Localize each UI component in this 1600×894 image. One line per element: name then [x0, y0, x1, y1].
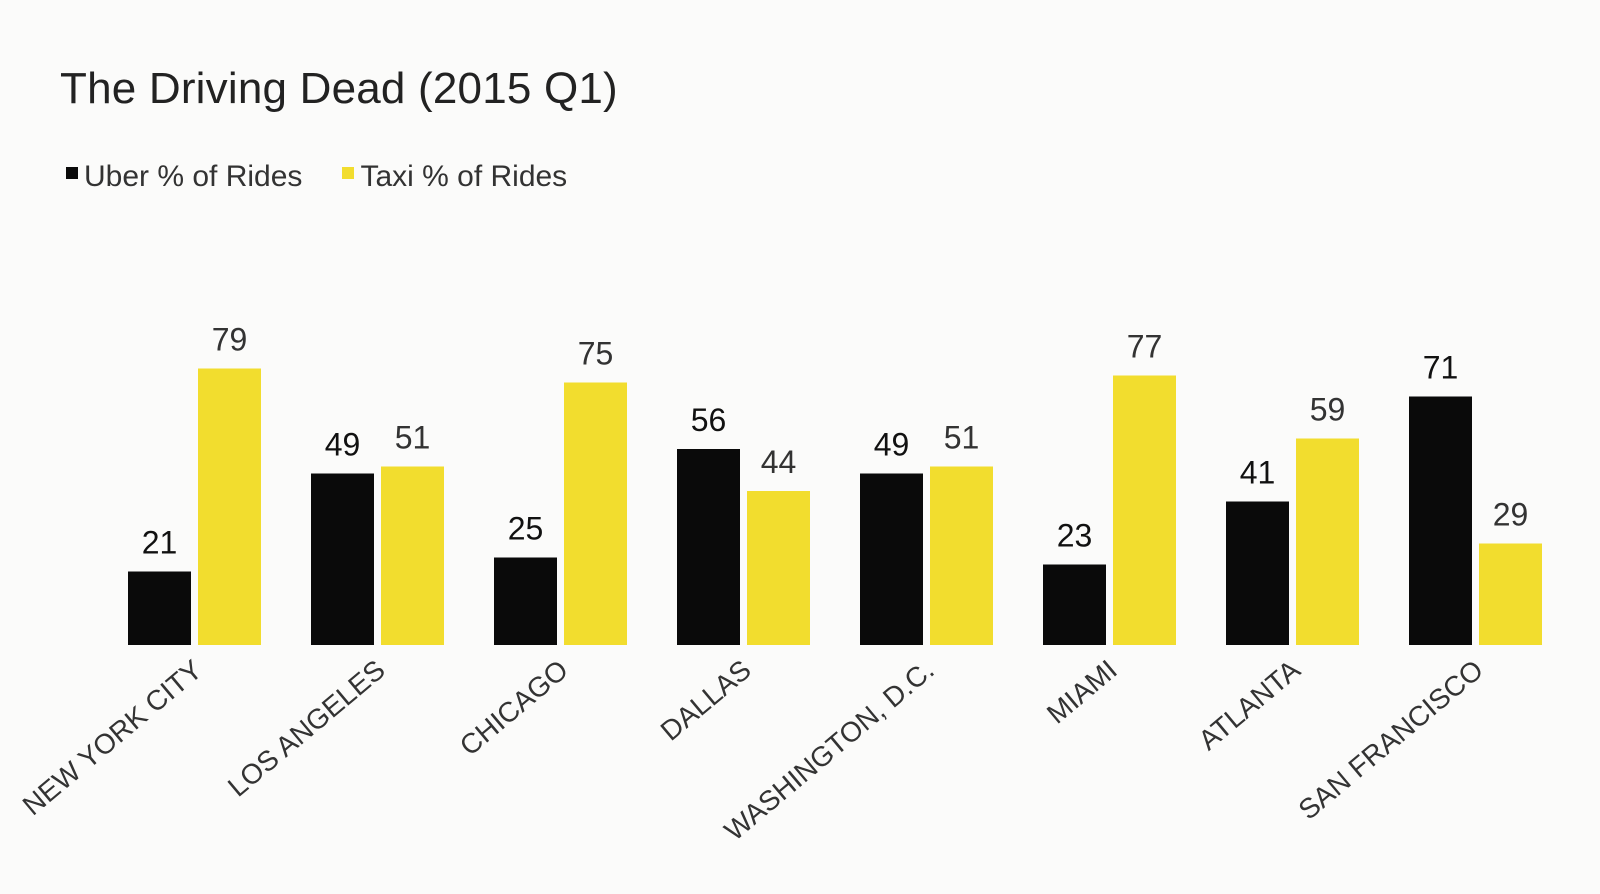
bar-uber-los-angeles	[311, 473, 374, 645]
bar-taxi-new-york-city	[198, 368, 261, 645]
bar-taxi-los-angeles	[381, 466, 444, 645]
bar-uber-new-york-city	[128, 571, 191, 645]
bar-group-new-york-city: 21 79 NEW YORK CITY	[17, 322, 261, 822]
bar-taxi-miami	[1113, 375, 1176, 645]
data-label-uber-washington-d-c: 49	[874, 427, 910, 463]
bar-uber-chicago	[494, 557, 557, 645]
data-label-uber-san-francisco: 71	[1423, 350, 1459, 386]
tick-label-washington-d-c: WASHINGTON, D.C.	[719, 654, 940, 847]
bar-group-dallas: 56 44 DALLAS	[655, 402, 810, 747]
data-label-uber-new-york-city: 21	[142, 525, 178, 561]
tick-label-los-angeles: LOS ANGELES	[222, 654, 391, 803]
bar-uber-san-francisco	[1409, 396, 1472, 645]
bar-group-atlanta: 41 59 ATLANTA	[1193, 392, 1359, 756]
legend-item-taxi: Taxi % of Rides	[342, 160, 567, 194]
data-label-uber-los-angeles: 49	[325, 427, 361, 463]
data-label-taxi-san-francisco: 29	[1493, 497, 1529, 533]
data-label-uber-atlanta: 41	[1240, 455, 1276, 491]
bar-uber-washington-d-c	[860, 473, 923, 645]
bar-uber-dallas	[677, 449, 740, 645]
bar-taxi-chicago	[564, 382, 627, 645]
bar-group-miami: 23 77 MIAMI	[1041, 329, 1176, 730]
data-label-taxi-miami: 77	[1127, 329, 1163, 365]
bar-taxi-san-francisco	[1479, 543, 1542, 645]
tick-label-chicago: CHICAGO	[454, 654, 574, 762]
data-label-taxi-atlanta: 59	[1310, 392, 1346, 428]
legend-label-uber: Uber % of Rides	[84, 160, 303, 193]
legend: Uber % of Rides Taxi % of Rides	[66, 160, 607, 194]
data-label-uber-miami: 23	[1057, 518, 1093, 554]
legend-swatch-taxi	[342, 167, 355, 179]
bar-taxi-dallas	[747, 491, 810, 645]
bar-uber-atlanta	[1226, 501, 1289, 645]
data-label-taxi-los-angeles: 51	[395, 420, 431, 456]
bar-uber-miami	[1043, 564, 1106, 645]
data-label-uber-dallas: 56	[691, 402, 727, 438]
data-label-taxi-new-york-city: 79	[212, 322, 248, 358]
bar-taxi-washington-d-c	[930, 466, 993, 645]
data-label-taxi-dallas: 44	[761, 444, 797, 480]
legend-swatch-uber	[66, 167, 78, 179]
tick-label-san-francisco: SAN FRANCISCO	[1293, 654, 1489, 826]
tick-label-new-york-city: NEW YORK CITY	[17, 654, 208, 822]
legend-item-uber: Uber % of Rides	[66, 160, 302, 194]
data-label-uber-chicago: 25	[508, 511, 544, 547]
data-label-taxi-chicago: 75	[578, 336, 614, 372]
tick-label-atlanta: ATLANTA	[1193, 654, 1307, 756]
chart-title: The Driving Dead (2015 Q1)	[60, 64, 618, 113]
legend-label-taxi: Taxi % of Rides	[360, 160, 568, 193]
tick-label-miami: MIAMI	[1041, 654, 1123, 730]
bar-group-chicago: 25 75 CHICAGO	[454, 336, 627, 762]
data-label-taxi-washington-d-c: 51	[944, 420, 980, 456]
tick-label-dallas: DALLAS	[655, 654, 757, 747]
bar-taxi-atlanta	[1296, 438, 1359, 645]
